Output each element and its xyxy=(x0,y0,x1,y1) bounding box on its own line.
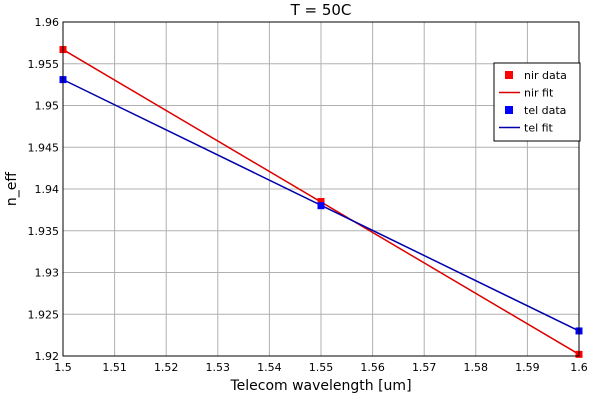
y-tick-label: 1.925 xyxy=(28,308,60,321)
y-tick-label: 1.94 xyxy=(35,183,60,196)
x-tick-label: 1.55 xyxy=(309,361,334,374)
legend-label: nir data xyxy=(524,69,567,82)
x-tick-label: 1.59 xyxy=(515,361,540,374)
y-tick-label: 1.945 xyxy=(28,141,60,154)
y-tick-label: 1.955 xyxy=(28,58,60,71)
x-tick-label: 1.51 xyxy=(102,361,127,374)
y-tick-label: 1.95 xyxy=(35,100,60,113)
y-tick-label: 1.93 xyxy=(35,267,60,280)
chart-title: T = 50C xyxy=(290,1,352,19)
x-tick-label: 1.56 xyxy=(360,361,385,374)
nir-data-point xyxy=(317,198,325,206)
y-axis-title: n_eff xyxy=(4,172,20,206)
tick-labels: 1.5 1.51 1.52 1.53 1.54 1.55 1.56 1.57 1.58 1.59 1… xyxy=(28,16,588,374)
x-tick-label: 1.58 xyxy=(464,361,489,374)
legend: nir data nir fit tel data tel fit xyxy=(493,62,581,142)
legend-label: tel data xyxy=(524,104,566,117)
plot-frame xyxy=(62,21,580,357)
x-tick-label: 1.53 xyxy=(206,361,231,374)
legend-marker xyxy=(505,106,513,114)
x-tick-label: 1.52 xyxy=(154,361,179,374)
legend-label: tel fit xyxy=(524,122,554,135)
legend-label: nir fit xyxy=(524,87,554,100)
y-tick-label: 1.92 xyxy=(35,350,60,363)
y-tick-label: 1.96 xyxy=(35,16,60,29)
x-tick-label: 1.5 xyxy=(54,361,72,374)
x-axis-title: Telecom wavelength [um] xyxy=(229,378,411,394)
tel-data-point xyxy=(317,202,325,210)
x-tick-label: 1.57 xyxy=(412,361,437,374)
legend-marker xyxy=(505,71,513,79)
x-tick-label: 1.6 xyxy=(570,361,588,374)
y-tick-label: 1.935 xyxy=(28,225,60,238)
x-tick-label: 1.54 xyxy=(257,361,282,374)
